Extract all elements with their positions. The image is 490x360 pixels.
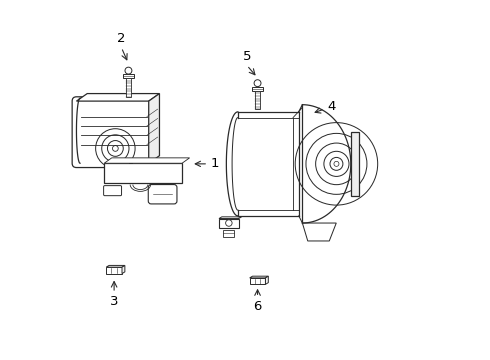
Circle shape [225,220,232,226]
Bar [126,78,131,96]
Polygon shape [104,158,190,163]
Polygon shape [302,223,336,241]
FancyBboxPatch shape [103,186,122,196]
Circle shape [254,80,261,87]
Polygon shape [266,276,269,284]
Polygon shape [76,94,159,101]
Polygon shape [250,276,269,278]
Text: 1: 1 [195,157,220,170]
Bar [255,91,260,109]
Polygon shape [106,265,125,267]
FancyBboxPatch shape [148,185,177,204]
Polygon shape [122,265,125,274]
Text: 5: 5 [243,50,251,63]
Polygon shape [219,217,242,219]
Bar [106,267,122,274]
Text: 2: 2 [117,32,125,45]
Bar [219,219,239,228]
Bar [250,278,266,284]
Bar [122,74,134,78]
Bar [252,87,263,91]
Polygon shape [148,94,159,163]
Text: 4: 4 [315,100,336,113]
Polygon shape [351,132,359,196]
Circle shape [330,157,343,170]
Circle shape [113,145,118,151]
Bar [223,230,234,237]
Text: 6: 6 [253,300,262,313]
Circle shape [125,67,132,74]
FancyBboxPatch shape [72,97,153,167]
Circle shape [334,161,339,166]
Text: 3: 3 [110,296,119,309]
Bar [104,163,182,183]
